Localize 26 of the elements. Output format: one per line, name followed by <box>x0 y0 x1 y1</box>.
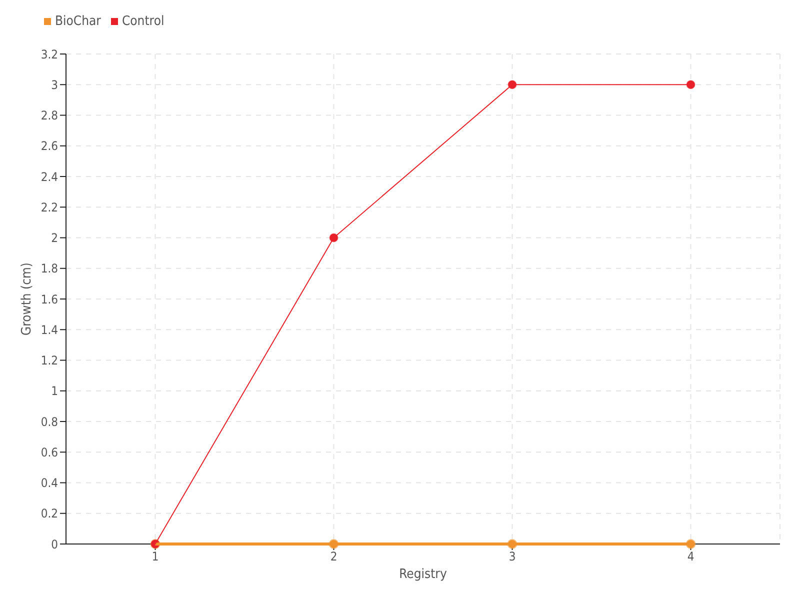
y-tick-label: 2.4 <box>40 170 58 184</box>
y-tick-label: 2.8 <box>40 108 58 123</box>
y-tick-label: 0 <box>51 537 58 552</box>
legend-label: Control <box>122 14 164 29</box>
point <box>686 80 696 90</box>
y-tick-label: 1.4 <box>40 322 58 337</box>
y-tick-label: 0.6 <box>40 445 58 460</box>
y-tick-label: 0.2 <box>40 506 58 521</box>
y-tick-label: 3.2 <box>40 47 58 62</box>
y-tick-label: 2.6 <box>40 139 58 154</box>
x-tick-label: 1 <box>152 550 159 564</box>
x-tick-label: 4 <box>687 550 694 564</box>
x-tick-label: 3 <box>508 550 516 564</box>
legend-label: BioChar <box>55 14 101 29</box>
y-tick-label: 3 <box>51 78 58 92</box>
y-tick-label: 0.4 <box>40 476 58 490</box>
x-axis-title: Registry <box>399 567 447 582</box>
y-tick-label: 2.2 <box>40 200 58 214</box>
y-tick-label: 2 <box>51 231 58 246</box>
y-axis-title: Growth (cm) <box>20 262 35 336</box>
y-tick-label: 0.8 <box>40 414 58 429</box>
y-tick-label: 1.6 <box>40 292 58 306</box>
y-tick-label: 1.8 <box>40 262 58 276</box>
y-tick-label: 1 <box>51 384 58 398</box>
x-tick-label: 2 <box>330 550 338 564</box>
y-tick-label: 1.2 <box>40 354 58 368</box>
